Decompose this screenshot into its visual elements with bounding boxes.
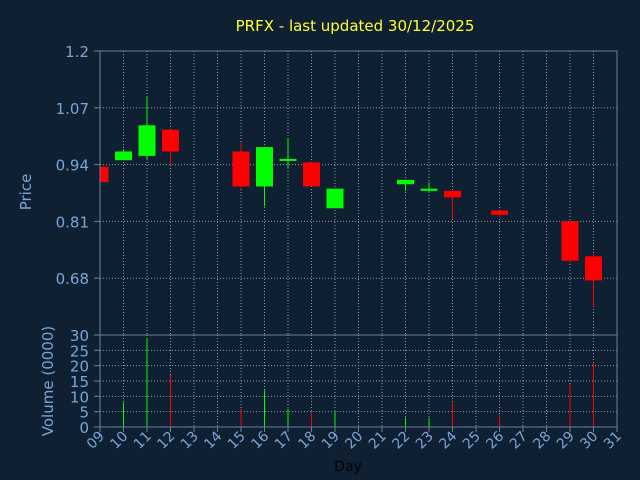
candle-30 bbox=[585, 254, 602, 307]
volume-tick-label: 5 bbox=[79, 404, 89, 422]
volume-tick-label: 0 bbox=[79, 419, 89, 437]
price-y-ticks: 1.2 1.07 0.94 0.81 0.68 bbox=[56, 43, 100, 288]
price-tick-label: 0.81 bbox=[56, 213, 89, 231]
volume-grid bbox=[99, 334, 618, 428]
candle-09 bbox=[99, 166, 109, 183]
x-tick-label: 12 bbox=[154, 429, 178, 453]
candle-body bbox=[397, 179, 414, 185]
x-tick-label: 31 bbox=[601, 429, 625, 453]
candle-body bbox=[162, 129, 179, 152]
candle-17 bbox=[279, 138, 297, 169]
candle-15 bbox=[232, 142, 250, 189]
x-tick-label: 18 bbox=[295, 429, 319, 453]
price-grid bbox=[99, 50, 618, 335]
x-tick-label: 20 bbox=[342, 429, 366, 453]
volume-axis-label: Volume (0000) bbox=[39, 326, 57, 436]
x-tick-label: 30 bbox=[577, 429, 601, 453]
candle-22 bbox=[397, 179, 414, 191]
x-tick-label: 25 bbox=[460, 429, 484, 453]
candle-body bbox=[279, 158, 297, 161]
candlesticks bbox=[99, 96, 602, 307]
price-tick-label: 0.94 bbox=[56, 157, 89, 175]
candle-19 bbox=[326, 188, 344, 209]
candle-body bbox=[326, 188, 344, 209]
x-tick-label: 27 bbox=[507, 429, 531, 453]
volume-tick-label: 30 bbox=[70, 327, 89, 345]
candle-body bbox=[444, 190, 461, 198]
candle-10 bbox=[115, 149, 132, 161]
x-tick-label: 19 bbox=[319, 429, 343, 453]
x-tick-label: 28 bbox=[530, 429, 554, 453]
candle-body bbox=[100, 166, 109, 183]
price-tick-label: 0.68 bbox=[56, 270, 89, 288]
volume-tick-label: 20 bbox=[70, 358, 89, 376]
x-tick-label: 22 bbox=[389, 429, 413, 453]
x-tick-label: 13 bbox=[178, 429, 202, 453]
candle-16 bbox=[256, 147, 273, 207]
price-tick-label: 1.07 bbox=[56, 100, 89, 118]
candle-29 bbox=[561, 221, 579, 263]
chart-title: PRFX - last updated 30/12/2025 bbox=[236, 17, 475, 35]
x-tick-label: 10 bbox=[107, 429, 131, 453]
candle-11 bbox=[138, 96, 156, 161]
price-tick-label: 1.2 bbox=[65, 43, 89, 61]
volume-tick-label: 10 bbox=[70, 388, 89, 406]
x-tick-label: 26 bbox=[483, 428, 507, 452]
candle-26 bbox=[491, 210, 508, 218]
candle-body bbox=[420, 188, 438, 191]
candle-body bbox=[303, 162, 320, 187]
candle-body bbox=[256, 147, 273, 187]
price-axis-label: Price bbox=[17, 174, 35, 211]
volume-bars bbox=[123, 338, 594, 427]
x-tick-label: 14 bbox=[201, 428, 225, 452]
x-tick-label: 16 bbox=[248, 428, 272, 452]
candle-body bbox=[561, 221, 579, 261]
x-axis-label: Day bbox=[334, 459, 362, 475]
candle-body bbox=[138, 125, 156, 156]
candle-18 bbox=[303, 162, 320, 187]
day-x-ticks: 09 10 11 12 13 14 15 16 17 18 19 20 21 22 23 24 25 26 27 28… bbox=[84, 427, 625, 452]
candle-body bbox=[491, 210, 508, 215]
x-tick-label: 23 bbox=[413, 429, 437, 453]
x-tick-label: 15 bbox=[225, 429, 249, 453]
x-tick-label: 24 bbox=[436, 428, 460, 452]
volume-tick-label: 15 bbox=[70, 373, 89, 391]
x-tick-label: 17 bbox=[272, 429, 296, 453]
x-tick-label: 21 bbox=[366, 429, 390, 453]
volume-tick-label: 25 bbox=[70, 342, 89, 360]
candle-body bbox=[585, 256, 602, 281]
x-tick-label: 11 bbox=[131, 429, 155, 453]
candle-24 bbox=[444, 190, 461, 220]
candle-23 bbox=[420, 182, 438, 193]
candle-body bbox=[232, 151, 250, 187]
candle-body bbox=[115, 151, 132, 161]
x-tick-label: 29 bbox=[554, 429, 578, 453]
candle-12 bbox=[162, 129, 179, 165]
